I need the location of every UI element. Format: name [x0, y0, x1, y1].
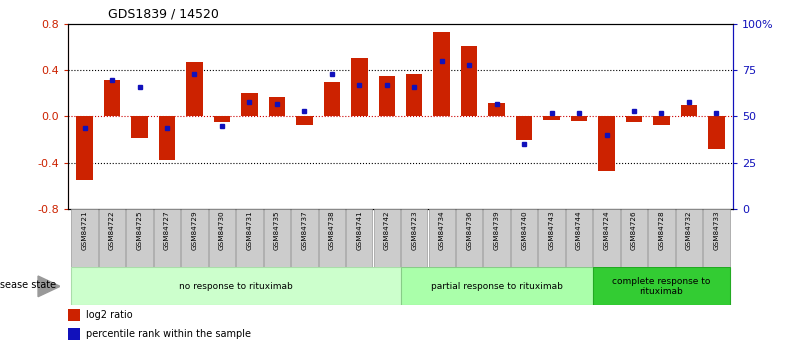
Text: GSM84734: GSM84734	[439, 210, 445, 250]
Bar	[681, 105, 697, 117]
Text: GSM84742: GSM84742	[384, 210, 390, 250]
Bar	[71, 209, 98, 267]
Bar	[346, 209, 372, 267]
Text: GSM84740: GSM84740	[521, 210, 527, 250]
Bar	[324, 82, 340, 117]
Bar	[433, 32, 450, 117]
Bar	[104, 79, 120, 117]
Text: GDS1839 / 14520: GDS1839 / 14520	[108, 8, 219, 21]
Text: partial response to rituximab: partial response to rituximab	[431, 282, 562, 291]
Bar	[489, 102, 505, 117]
Bar	[70, 267, 400, 305]
Text: GSM84739: GSM84739	[493, 210, 500, 250]
Text: GSM84722: GSM84722	[109, 210, 115, 250]
Bar	[511, 209, 537, 267]
Bar	[351, 58, 368, 117]
Bar	[76, 117, 93, 180]
Text: log2 ratio: log2 ratio	[87, 310, 133, 320]
Bar	[268, 97, 285, 117]
Bar	[543, 117, 560, 120]
Bar	[406, 74, 422, 117]
Text: complete response to
rituximab: complete response to rituximab	[612, 277, 710, 296]
Bar	[154, 209, 180, 267]
Bar	[648, 209, 674, 267]
Bar	[626, 117, 642, 122]
Bar	[291, 209, 317, 267]
Text: percentile rank within the sample: percentile rank within the sample	[87, 329, 251, 339]
Text: no response to rituximab: no response to rituximab	[179, 282, 292, 291]
Text: GSM84733: GSM84733	[714, 210, 719, 250]
Bar	[703, 209, 730, 267]
Bar	[621, 209, 647, 267]
Text: GSM84743: GSM84743	[549, 210, 554, 250]
Bar	[566, 209, 592, 267]
Bar	[401, 209, 428, 267]
Text: GSM84726: GSM84726	[631, 210, 637, 250]
Bar	[131, 117, 147, 138]
Text: disease state: disease state	[0, 280, 56, 289]
Bar	[99, 209, 125, 267]
Text: GSM84727: GSM84727	[164, 210, 170, 250]
Bar	[127, 209, 153, 267]
Bar	[181, 209, 207, 267]
Text: GSM84738: GSM84738	[329, 210, 335, 250]
Text: GSM84735: GSM84735	[274, 210, 280, 250]
Text: GSM84744: GSM84744	[576, 210, 582, 250]
Bar	[373, 209, 400, 267]
Bar	[461, 46, 477, 117]
Polygon shape	[38, 276, 60, 297]
Bar	[214, 117, 230, 122]
Bar	[456, 209, 482, 267]
Text: GSM84725: GSM84725	[136, 210, 143, 250]
Bar	[598, 117, 615, 171]
Bar	[296, 117, 312, 125]
Text: GSM84729: GSM84729	[191, 210, 198, 250]
Bar	[186, 62, 203, 117]
Text: GSM84723: GSM84723	[411, 210, 417, 250]
Bar	[593, 267, 731, 305]
Text: GSM84741: GSM84741	[356, 210, 362, 250]
Bar	[484, 209, 510, 267]
Bar	[516, 117, 533, 139]
Bar	[379, 76, 395, 117]
Bar	[319, 209, 345, 267]
Bar	[429, 209, 455, 267]
Text: GSM84736: GSM84736	[466, 210, 472, 250]
Text: GSM84731: GSM84731	[247, 210, 252, 250]
Bar	[538, 209, 565, 267]
Bar	[68, 328, 80, 340]
Text: GSM84728: GSM84728	[658, 210, 665, 250]
Text: GSM84732: GSM84732	[686, 210, 692, 250]
Text: GSM84724: GSM84724	[603, 210, 610, 250]
Text: GSM84730: GSM84730	[219, 210, 225, 250]
Bar	[264, 209, 290, 267]
Bar	[594, 209, 620, 267]
Bar	[676, 209, 702, 267]
Bar	[241, 93, 258, 117]
Bar	[159, 117, 175, 160]
Text: GSM84737: GSM84737	[301, 210, 308, 250]
Bar	[68, 309, 80, 321]
Bar	[571, 117, 587, 121]
Bar	[708, 117, 725, 149]
Text: GSM84721: GSM84721	[82, 210, 87, 250]
Bar	[654, 117, 670, 125]
Bar	[209, 209, 235, 267]
Bar	[400, 267, 593, 305]
Bar	[236, 209, 263, 267]
